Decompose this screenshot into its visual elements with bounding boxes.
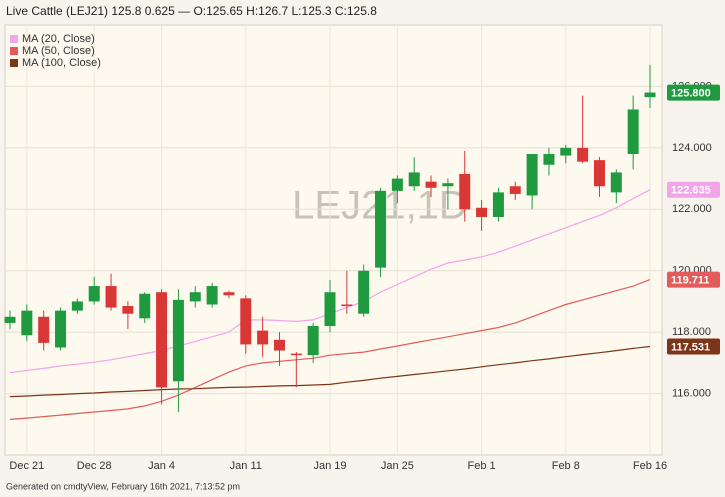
- chart-title: Live Cattle (LEJ21) 125.8 0.625 — O:125.…: [6, 4, 377, 18]
- candle-body: [358, 270, 370, 314]
- legend-swatch: [10, 47, 18, 55]
- candle-body: [509, 186, 521, 194]
- candle-body: [290, 353, 302, 356]
- candle-body: [375, 190, 387, 268]
- plot-area: [4, 24, 663, 456]
- candle-body: [105, 286, 117, 308]
- candle-body: [577, 147, 589, 162]
- candle-body: [240, 298, 252, 345]
- candle-body: [324, 292, 336, 326]
- y-tick-label: 122.000: [672, 203, 712, 215]
- candle-body: [391, 178, 403, 191]
- candle-body: [172, 299, 184, 382]
- candle-body: [307, 326, 319, 356]
- last-value-box: [667, 181, 720, 198]
- candle-body: [122, 306, 134, 314]
- candle-body: [476, 207, 488, 217]
- candle-body: [139, 293, 151, 319]
- x-tick-label: Feb 1: [468, 460, 496, 472]
- candle-body: [223, 292, 235, 296]
- footer: Generated on cmdtyView, February 16th 20…: [6, 481, 240, 491]
- x-tick-label: Feb 16: [633, 460, 667, 472]
- candle-body: [492, 192, 504, 217]
- last-value-box: [667, 338, 720, 355]
- x-tick-label: Dec 28: [77, 460, 112, 472]
- candle-body: [560, 147, 572, 156]
- candle-body: [341, 304, 353, 307]
- candle-body: [273, 339, 285, 351]
- y-tick-label: 116.000: [672, 387, 711, 399]
- legend-swatch: [10, 35, 18, 43]
- candle-body: [71, 301, 83, 311]
- candle-body: [610, 172, 622, 193]
- legend-label: MA (20, Close): [22, 33, 95, 45]
- candle-body: [38, 316, 50, 343]
- candle-body: [21, 310, 33, 336]
- candle-body: [88, 286, 100, 302]
- candle-body: [425, 181, 437, 188]
- y-tick-label: 118.000: [672, 326, 711, 338]
- y-tick-label: 124.000: [672, 142, 712, 154]
- last-value-label: 125.800: [671, 87, 711, 99]
- x-tick-label: Jan 19: [313, 460, 346, 472]
- candle-body: [55, 310, 67, 348]
- x-tick-label: Jan 11: [230, 460, 262, 472]
- last-value-label: 119.711: [671, 274, 710, 286]
- last-value-label: 117.531: [671, 341, 710, 353]
- candle-body: [593, 160, 605, 187]
- candle-body: [257, 330, 269, 345]
- candle-body: [206, 286, 218, 305]
- candle-body: [644, 92, 656, 98]
- candle-body: [408, 172, 420, 187]
- x-tick-label: Jan 25: [381, 460, 414, 472]
- legend-label: MA (50, Close): [22, 45, 95, 57]
- candle-body: [442, 183, 454, 187]
- candle-body: [156, 292, 168, 388]
- legend-label: MA (100, Close): [22, 57, 101, 69]
- last-value-label: 122.635: [671, 185, 711, 197]
- x-tick-label: Dec 21: [9, 460, 44, 472]
- x-tick-label: Feb 8: [552, 460, 580, 472]
- candle-body: [459, 173, 471, 210]
- candle-body: [189, 292, 201, 302]
- candle-body: [4, 316, 16, 323]
- last-value-box: [667, 84, 720, 101]
- x-tick-label: Jan 4: [148, 460, 175, 472]
- legend-swatch: [10, 59, 18, 67]
- candle-body: [526, 154, 538, 196]
- ma-line: [9, 345, 651, 398]
- candle-body: [543, 154, 555, 165]
- ma-line: [9, 279, 651, 420]
- candle-body: [627, 109, 639, 154]
- last-value-box: [667, 271, 720, 288]
